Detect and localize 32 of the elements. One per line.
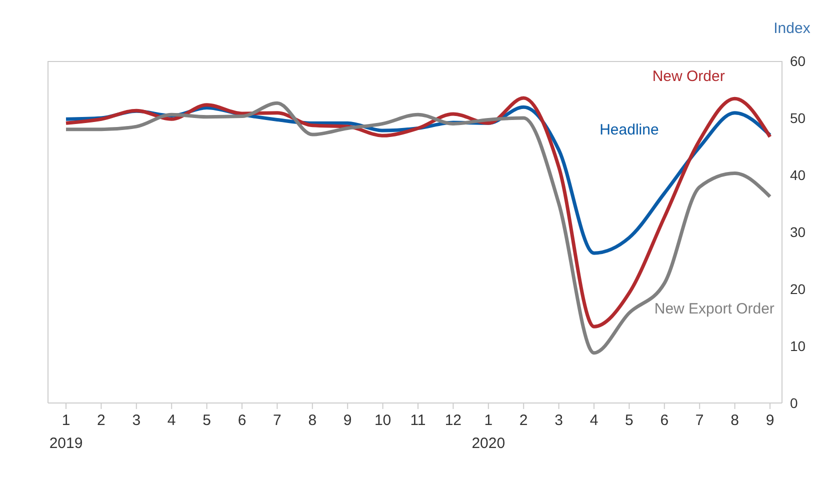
series-label: New Order	[652, 68, 725, 86]
y-tick-label: 30	[790, 224, 806, 240]
x-tick-label: 3	[554, 412, 563, 429]
x-tick-label: 9	[343, 412, 352, 429]
y-tick-label: 0	[790, 394, 798, 411]
x-tick-label: 4	[590, 412, 598, 429]
x-tick-label: 6	[238, 412, 246, 429]
x-tick-label: 1 2020	[472, 412, 506, 452]
x-tick-label: 5	[202, 412, 211, 429]
text: Headline	[600, 122, 659, 139]
x-tick-label: 11	[410, 412, 426, 429]
x-tick-label: 12	[444, 412, 462, 429]
x-tick-label: 5	[625, 412, 634, 429]
y-tick-label: 50	[790, 110, 806, 126]
x-tick-label: 7	[695, 412, 704, 429]
x-tick-label: 2	[519, 412, 528, 429]
y-tick-label: 20	[790, 280, 806, 297]
x-tick-label: 1 2019	[49, 412, 83, 452]
x-tick-label: 2	[97, 412, 106, 429]
x-tick-label: 10	[374, 412, 392, 429]
y-axis-title: Index	[774, 20, 811, 37]
x-tick-label: 3	[132, 412, 141, 429]
y-tick-label: 60	[790, 52, 806, 69]
series-label: New Export Order	[654, 300, 774, 318]
x-tick-label: 4	[167, 412, 176, 429]
x-tick-label: 8	[730, 412, 739, 429]
y-tick-label: 40	[790, 166, 806, 183]
x-tick-label: 7	[273, 412, 282, 429]
x-tick-label: 8	[308, 412, 317, 429]
x-tick-label: 6	[660, 412, 669, 429]
x-tick-label: 9	[766, 412, 774, 429]
y-tick-label: 10	[790, 338, 806, 354]
